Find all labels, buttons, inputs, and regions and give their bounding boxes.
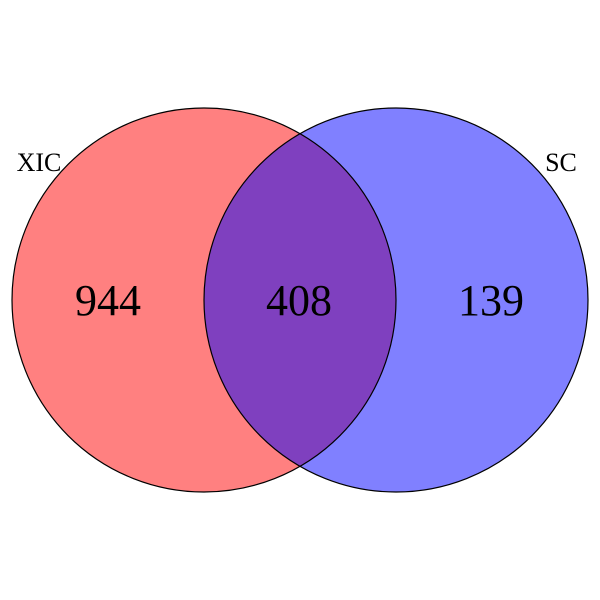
set-label-sc: SC (545, 148, 577, 177)
count-sc-only: 139 (458, 276, 524, 325)
count-xic-only: 944 (75, 276, 141, 325)
overlap-region (204, 108, 396, 492)
set-outline-sc (203, 107, 589, 493)
set-outline-xic (11, 107, 397, 493)
set-label-xic: XIC (17, 148, 62, 177)
count-intersection: 408 (266, 276, 332, 325)
